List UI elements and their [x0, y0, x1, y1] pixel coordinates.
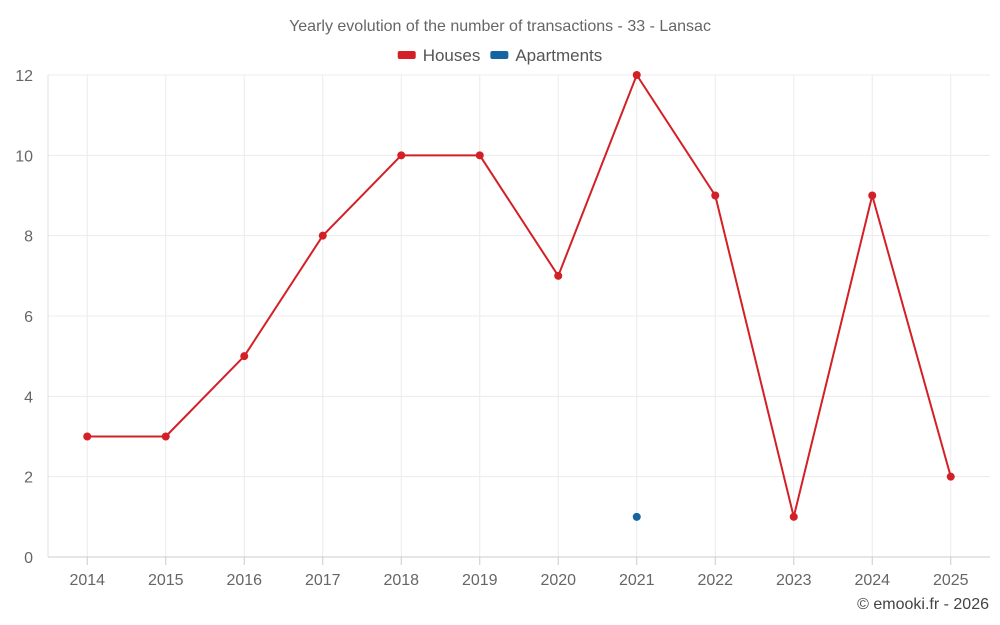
x-tick-label: 2023: [776, 572, 812, 589]
y-tick-label: 4: [24, 389, 33, 406]
chart-title: Yearly evolution of the number of transa…: [289, 18, 711, 35]
y-tick-label: 12: [15, 68, 33, 85]
credit-text: © emooki.fr - 2026: [857, 596, 989, 613]
x-tick-label: 2024: [854, 572, 890, 589]
x-tick-label: 2015: [148, 572, 184, 589]
x-tick-label: 2014: [69, 572, 105, 589]
y-tick-label: 10: [15, 148, 33, 165]
y-tick-label: 8: [24, 229, 33, 246]
data-point-houses[interactable]: [554, 271, 563, 280]
data-point-houses[interactable]: [789, 512, 798, 521]
legend-label-apartments[interactable]: Apartments: [515, 46, 602, 65]
x-tick-label: 2019: [462, 572, 498, 589]
data-point-houses[interactable]: [397, 151, 406, 160]
x-tick-label: 2025: [933, 572, 969, 589]
x-tick-label: 2016: [226, 572, 262, 589]
data-point-houses[interactable]: [83, 432, 92, 441]
legend-swatch-apartments: [490, 51, 509, 59]
data-point-houses[interactable]: [161, 432, 170, 441]
data-point-houses[interactable]: [240, 352, 249, 361]
y-tick-label: 2: [24, 470, 33, 487]
data-point-houses[interactable]: [318, 231, 327, 240]
x-tick-label: 2020: [540, 572, 576, 589]
legend: Houses Apartments: [397, 46, 602, 65]
series-line-houses: [87, 74, 952, 518]
x-tick-label: 2021: [619, 572, 655, 589]
series-group: [83, 71, 955, 521]
data-point-houses[interactable]: [946, 472, 955, 481]
legend-swatch-houses: [397, 51, 416, 59]
data-point-houses[interactable]: [711, 191, 720, 200]
y-tick-label: 0: [24, 550, 33, 567]
x-tick-label: 2018: [383, 572, 419, 589]
x-tick-label: 2017: [305, 572, 341, 589]
y-tick-label: 6: [24, 309, 33, 326]
x-tick-label: 2022: [697, 572, 733, 589]
data-point-houses[interactable]: [868, 191, 877, 200]
legend-label-houses[interactable]: Houses: [423, 46, 481, 65]
data-point-houses[interactable]: [632, 71, 641, 79]
axes: 0 2 4 6 8 10 12 2014 2015 2016 2017 2018 2019 2020 202…: [15, 68, 990, 589]
grid: [48, 74, 990, 557]
data-point-apartments[interactable]: [632, 512, 641, 521]
data-point-houses[interactable]: [475, 151, 484, 160]
